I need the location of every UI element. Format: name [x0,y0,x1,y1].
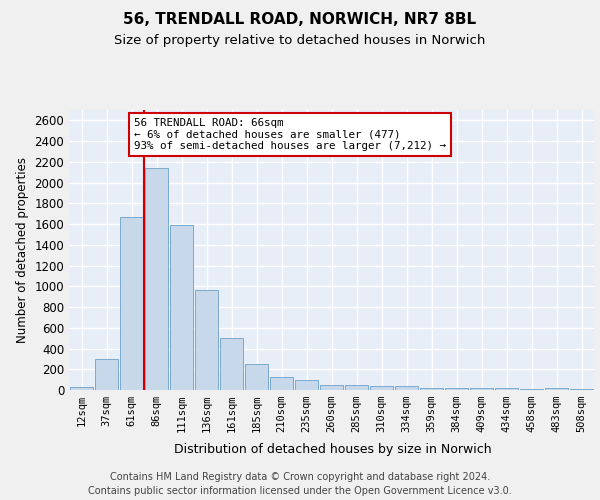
Bar [320,385,343,390]
Bar [420,388,443,390]
Bar [345,385,368,390]
Bar [470,388,493,390]
Bar [195,290,218,390]
Bar [395,386,418,390]
Bar [445,388,468,390]
Bar [270,377,293,390]
Text: Size of property relative to detached houses in Norwich: Size of property relative to detached ho… [115,34,485,47]
Bar [495,388,518,390]
Text: Contains HM Land Registry data © Crown copyright and database right 2024.: Contains HM Land Registry data © Crown c… [110,472,490,482]
Bar [545,388,568,390]
Text: Contains public sector information licensed under the Open Government Licence v3: Contains public sector information licen… [88,486,512,496]
Bar [245,364,268,390]
Bar [70,388,93,390]
Text: 56, TRENDALL ROAD, NORWICH, NR7 8BL: 56, TRENDALL ROAD, NORWICH, NR7 8BL [124,12,476,28]
Bar [220,338,243,390]
Text: Distribution of detached houses by size in Norwich: Distribution of detached houses by size … [174,442,492,456]
Bar [95,359,118,390]
Bar [120,217,143,390]
Bar [145,168,168,390]
Y-axis label: Number of detached properties: Number of detached properties [16,157,29,343]
Bar [370,386,393,390]
Bar [170,225,193,390]
Text: 56 TRENDALL ROAD: 66sqm
← 6% of detached houses are smaller (477)
93% of semi-de: 56 TRENDALL ROAD: 66sqm ← 6% of detached… [134,118,446,152]
Bar [295,380,318,390]
